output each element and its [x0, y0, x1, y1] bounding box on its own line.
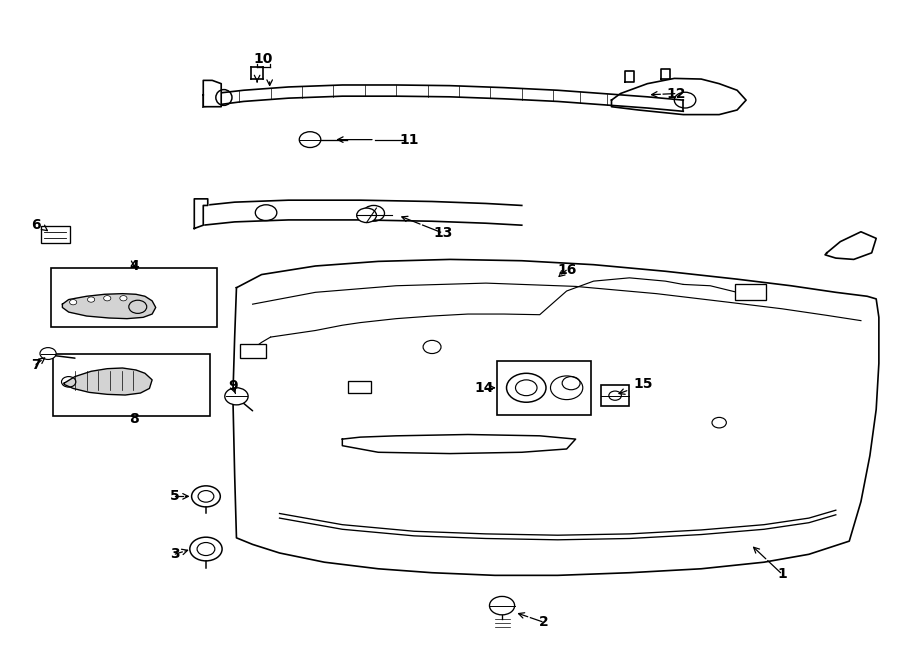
Bar [50, 268, 217, 327]
Text: 11: 11 [399, 133, 418, 147]
Circle shape [225, 388, 248, 405]
Text: 9: 9 [228, 379, 238, 393]
Text: 7: 7 [31, 358, 40, 371]
Polygon shape [611, 79, 746, 114]
Text: 10: 10 [254, 52, 273, 66]
Circle shape [490, 596, 515, 615]
Polygon shape [203, 81, 221, 106]
Text: 2: 2 [538, 615, 548, 629]
Text: 16: 16 [557, 263, 576, 277]
Text: 12: 12 [666, 87, 686, 100]
Circle shape [192, 486, 220, 507]
FancyBboxPatch shape [347, 381, 371, 393]
Polygon shape [62, 293, 156, 319]
Polygon shape [203, 200, 522, 225]
FancyBboxPatch shape [240, 344, 266, 358]
Text: 3: 3 [170, 547, 179, 561]
Text: 14: 14 [474, 381, 494, 395]
Text: 8: 8 [130, 412, 140, 426]
Circle shape [356, 208, 376, 223]
Bar [497, 361, 591, 414]
Polygon shape [203, 85, 683, 111]
Bar [600, 385, 629, 407]
Polygon shape [233, 259, 879, 575]
Circle shape [300, 132, 320, 147]
Text: 5: 5 [170, 489, 179, 504]
Circle shape [69, 299, 76, 305]
FancyBboxPatch shape [40, 226, 69, 243]
Circle shape [190, 537, 222, 561]
Polygon shape [825, 232, 877, 259]
Circle shape [40, 348, 56, 360]
Polygon shape [342, 434, 576, 453]
FancyBboxPatch shape [735, 284, 766, 300]
Polygon shape [194, 199, 208, 229]
Circle shape [104, 295, 111, 301]
Bar [53, 354, 211, 416]
Circle shape [120, 295, 127, 301]
Text: 6: 6 [31, 218, 40, 232]
Circle shape [87, 297, 94, 302]
Text: 13: 13 [433, 226, 453, 240]
Polygon shape [64, 368, 152, 395]
Text: 15: 15 [634, 377, 652, 391]
Text: 4: 4 [130, 259, 140, 273]
Text: 1: 1 [777, 567, 787, 581]
